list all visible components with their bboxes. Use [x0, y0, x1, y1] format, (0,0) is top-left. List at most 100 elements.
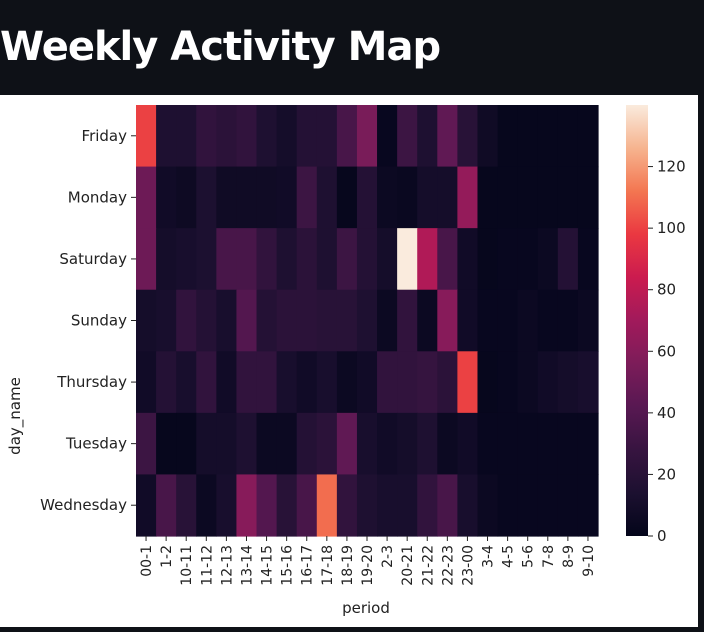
heatmap-cell	[336, 228, 358, 291]
heatmap-cell	[316, 228, 338, 291]
heatmap-cell	[336, 166, 358, 229]
heatmap-cell	[437, 166, 458, 229]
heatmap-cells	[136, 105, 599, 537]
page-title: Weekly Activity Map	[0, 24, 441, 70]
heatmap-cell	[517, 289, 539, 352]
colorbar-tick-label: 120	[657, 158, 686, 176]
heatmap-cell	[417, 289, 438, 352]
heatmap-cell	[196, 105, 217, 168]
heatmap-cell	[577, 228, 599, 291]
heatmap-cell	[236, 351, 258, 414]
heatmap-cell	[356, 289, 378, 352]
heatmap-cell	[497, 351, 519, 414]
heatmap-cell	[377, 289, 398, 352]
heatmap-cell	[517, 412, 539, 476]
heatmap-cell	[477, 105, 499, 168]
heatmap-cell	[196, 351, 217, 414]
heatmap-cell	[437, 351, 458, 414]
heatmap-cell	[437, 289, 458, 352]
heatmap-cell	[397, 228, 418, 291]
x-tick-label: 22-23	[440, 545, 456, 586]
heatmap-cell	[577, 166, 599, 229]
heatmap-cell	[477, 474, 499, 537]
heatmap-cell	[136, 228, 157, 291]
heatmap-cell	[477, 289, 499, 352]
heatmap-cell	[377, 228, 398, 291]
heatmap-cell	[136, 105, 157, 168]
heatmap-cell	[196, 228, 217, 291]
y-tick-label: Thursday	[56, 373, 127, 391]
heatmap-cell	[417, 166, 438, 229]
heatmap-cell	[216, 474, 238, 537]
heatmap-cell	[497, 166, 519, 229]
colorbar-tick-label: 20	[657, 465, 676, 483]
heatmap-cell	[236, 105, 258, 168]
heatmap-cell	[457, 289, 479, 352]
heatmap-cell	[497, 289, 519, 352]
heatmap-cell	[216, 105, 238, 168]
heatmap-cell	[316, 474, 338, 537]
heatmap-cell	[296, 289, 318, 352]
x-tick-label: 11-12	[199, 545, 215, 586]
heatmap-cell	[196, 166, 217, 229]
y-tick-label: Monday	[68, 188, 127, 206]
heatmap-cell	[136, 474, 157, 537]
x-tick-label: 21-22	[420, 545, 436, 586]
heatmap-cell	[156, 105, 177, 168]
heatmap-cell	[296, 412, 318, 476]
x-tick-label: 18-19	[340, 545, 356, 586]
heatmap-cell	[276, 351, 298, 414]
heatmap-cell	[316, 166, 338, 229]
heatmap-cell	[316, 351, 338, 414]
heatmap-cell	[377, 166, 398, 229]
heatmap-cell	[537, 166, 559, 229]
heatmap-cell	[417, 105, 438, 168]
heatmap-cell	[196, 412, 217, 476]
heatmap-cell	[196, 474, 217, 537]
x-axis-ticks: 00-1 1-2 10-11 11-12 12-13 13-14 14-15 15-16 16-…	[139, 536, 597, 586]
heatmap-cell	[437, 228, 458, 291]
heatmap-cell	[256, 289, 278, 352]
heatmap-cell	[336, 412, 358, 476]
heatmap-cell	[276, 412, 298, 476]
heatmap-cell	[577, 412, 599, 476]
heatmap-cell	[497, 412, 519, 476]
heatmap-cell	[377, 412, 398, 476]
heatmap-cell	[136, 166, 157, 229]
y-tick-label: Wednesday	[40, 496, 127, 514]
heatmap-cell	[176, 474, 197, 537]
heatmap-cell	[557, 105, 579, 168]
heatmap-cell	[356, 474, 378, 537]
heatmap-cell	[356, 166, 378, 229]
heatmap-cell	[497, 105, 519, 168]
heatmap-cell	[397, 474, 418, 537]
heatmap-cell	[557, 412, 579, 476]
heatmap-cell	[356, 351, 378, 414]
colorbar-tick-label: 100	[657, 219, 686, 237]
heatmap-cell	[276, 166, 298, 229]
y-tick-label: Tuesday	[65, 435, 127, 453]
heatmap-cell	[356, 105, 378, 168]
heatmap-cell	[537, 105, 559, 168]
heatmap-cell	[296, 166, 318, 229]
heatmap-cell	[577, 105, 599, 168]
colorbar-tick-label: 60	[657, 342, 676, 360]
x-tick-label: 3-4	[481, 545, 497, 568]
heatmap-cell	[397, 166, 418, 229]
heatmap-cell	[256, 105, 278, 168]
heatmap-cell	[577, 474, 599, 537]
colorbar-tick-label: 80	[657, 281, 676, 299]
heatmap-cell	[437, 412, 458, 476]
heatmap-cell	[276, 289, 298, 352]
heatmap-cell	[497, 228, 519, 291]
heatmap-cell	[156, 351, 177, 414]
x-tick-label: 10-11	[179, 545, 195, 586]
heatmap-cell	[316, 105, 338, 168]
x-tick-label: 8-9	[561, 545, 577, 568]
heatmap-cell	[517, 474, 539, 537]
heatmap-cell	[477, 351, 499, 414]
heatmap-cell	[577, 351, 599, 414]
heatmap-cell	[156, 412, 177, 476]
heatmap-cell	[557, 351, 579, 414]
heatmap-cell	[336, 105, 358, 168]
